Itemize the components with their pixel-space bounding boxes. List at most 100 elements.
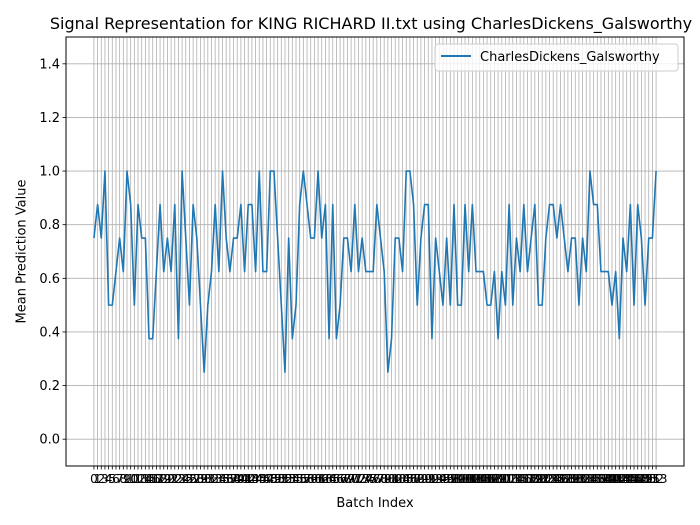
x-tick-label: 120 bbox=[523, 472, 546, 486]
x-tick-label: 151 bbox=[637, 472, 660, 486]
x-tick-label: 6 bbox=[112, 472, 120, 486]
x-tick-label: 117 bbox=[512, 472, 535, 486]
x-tick-label: 36 bbox=[219, 472, 234, 486]
y-axis: 0.0 0.2 0.4 0.6 0.8 1.0 1.2 1.4 bbox=[39, 57, 66, 448]
y-tick-label: 0.6 bbox=[39, 272, 60, 287]
x-tick-label: 65 bbox=[325, 472, 340, 486]
x-tick-label: 116 bbox=[509, 472, 532, 486]
x-tick-label: 69 bbox=[340, 472, 355, 486]
x-tick-label: 9 bbox=[123, 472, 131, 486]
x-tick-label: 56 bbox=[292, 472, 307, 486]
x-tick-label: 18 bbox=[152, 472, 167, 486]
x-tick-label: 97 bbox=[443, 472, 458, 486]
x-tick-label: 107 bbox=[476, 472, 499, 486]
x-tick-label: 64 bbox=[321, 472, 336, 486]
x-tick-label: 123 bbox=[534, 472, 557, 486]
x-tick-label: 58 bbox=[299, 472, 314, 486]
x-tick-label: 24 bbox=[174, 472, 189, 486]
x-tick-label: 150 bbox=[634, 472, 657, 486]
x-tick-label: 105 bbox=[468, 472, 491, 486]
x-tick-label: 34 bbox=[211, 472, 226, 486]
x-tick-label: 99 bbox=[450, 472, 465, 486]
y-tick-label: 1.4 bbox=[39, 57, 60, 72]
x-tick-label: 133 bbox=[571, 472, 594, 486]
x-tick-label: 83 bbox=[391, 472, 406, 486]
x-tick-label: 152 bbox=[641, 472, 664, 486]
x-tick-label: 119 bbox=[520, 472, 543, 486]
x-tick-label: 52 bbox=[277, 472, 292, 486]
x-tick-label: 78 bbox=[373, 472, 388, 486]
x-tick-label: 29 bbox=[193, 472, 208, 486]
x-tick-label: 63 bbox=[318, 472, 333, 486]
x-tick-label: 61 bbox=[310, 472, 325, 486]
x-tick-label: 22 bbox=[167, 472, 182, 486]
x-tick-label: 49 bbox=[266, 472, 281, 486]
x-tick-label: 38 bbox=[226, 472, 241, 486]
y-tick-label: 0.4 bbox=[39, 325, 60, 340]
x-tick-label: 70 bbox=[343, 472, 358, 486]
x-tick-label: 147 bbox=[623, 472, 646, 486]
plot-frame bbox=[65, 36, 685, 467]
x-tick-label: 21 bbox=[163, 472, 178, 486]
x-tick-label: 12 bbox=[130, 472, 145, 486]
x-tick-label: 92 bbox=[424, 472, 439, 486]
x-tick-label: 55 bbox=[288, 472, 303, 486]
x-tick-label: 141 bbox=[601, 472, 624, 486]
x-tick-label: 26 bbox=[182, 472, 197, 486]
x-tick-label: 93 bbox=[428, 472, 443, 486]
x-tick-label: 53 bbox=[281, 472, 296, 486]
x-tick-label: 79 bbox=[377, 472, 392, 486]
x-tick-label: 27 bbox=[185, 472, 200, 486]
series-layer bbox=[93, 170, 657, 373]
x-tick-label: 139 bbox=[593, 472, 616, 486]
x-tick-label: 25 bbox=[178, 472, 193, 486]
y-tick-label: 0.2 bbox=[39, 379, 60, 394]
chart-title: Signal Representation for KING RICHARD I… bbox=[50, 14, 692, 34]
x-axis: 0123456789101112131415161718192021222324… bbox=[90, 466, 668, 486]
x-tick-label: 67 bbox=[332, 472, 347, 486]
x-tick-label: 11 bbox=[127, 472, 142, 486]
x-tick-label: 111 bbox=[490, 472, 513, 486]
x-tick-label: 8 bbox=[119, 472, 127, 486]
grid bbox=[66, 37, 684, 466]
x-tick-label: 62 bbox=[314, 472, 329, 486]
x-tick-label: 43 bbox=[244, 472, 259, 486]
x-tick-label: 37 bbox=[222, 472, 237, 486]
x-tick-label: 95 bbox=[435, 472, 450, 486]
x-tick-label: 46 bbox=[255, 472, 270, 486]
x-tick-label: 94 bbox=[432, 472, 447, 486]
x-tick-label: 144 bbox=[612, 472, 635, 486]
x-tick-label: 87 bbox=[406, 472, 421, 486]
x-tick-label: 82 bbox=[388, 472, 403, 486]
x-tick-label: 90 bbox=[417, 472, 432, 486]
x-tick-label: 5 bbox=[108, 472, 116, 486]
x-tick-label: 39 bbox=[230, 472, 245, 486]
x-tick-label: 60 bbox=[307, 472, 322, 486]
x-tick-label: 0 bbox=[90, 472, 98, 486]
y-tick-label: 1.2 bbox=[39, 111, 60, 126]
x-tick-label: 114 bbox=[501, 472, 524, 486]
x-tick-label: 126 bbox=[545, 472, 568, 486]
series-line-charlesdickens-galsworthy bbox=[93, 170, 657, 373]
x-tick-label: 91 bbox=[421, 472, 436, 486]
x-tick-label: 136 bbox=[582, 472, 605, 486]
x-tick-label: 85 bbox=[399, 472, 414, 486]
x-tick-label: 88 bbox=[410, 472, 425, 486]
x-tick-label: 113 bbox=[498, 472, 521, 486]
x-tick-label: 122 bbox=[531, 472, 554, 486]
x-tick-label: 112 bbox=[494, 472, 517, 486]
x-tick-label: 143 bbox=[608, 472, 631, 486]
x-tick-label: 73 bbox=[354, 472, 369, 486]
x-tick-label: 118 bbox=[516, 472, 539, 486]
x-tick-label: 42 bbox=[241, 472, 256, 486]
x-tick-label: 20 bbox=[160, 472, 175, 486]
x-tick-label: 57 bbox=[296, 472, 311, 486]
legend-label: CharlesDickens_Galsworthy bbox=[480, 50, 660, 65]
x-tick-label: 51 bbox=[274, 472, 289, 486]
legend: CharlesDickens_Galsworthy bbox=[434, 43, 679, 72]
x-tick-label: 40 bbox=[233, 472, 248, 486]
x-tick-label: 149 bbox=[630, 472, 653, 486]
x-tick-label: 103 bbox=[461, 472, 484, 486]
x-tick-label: 127 bbox=[549, 472, 572, 486]
x-tick-label: 77 bbox=[369, 472, 384, 486]
